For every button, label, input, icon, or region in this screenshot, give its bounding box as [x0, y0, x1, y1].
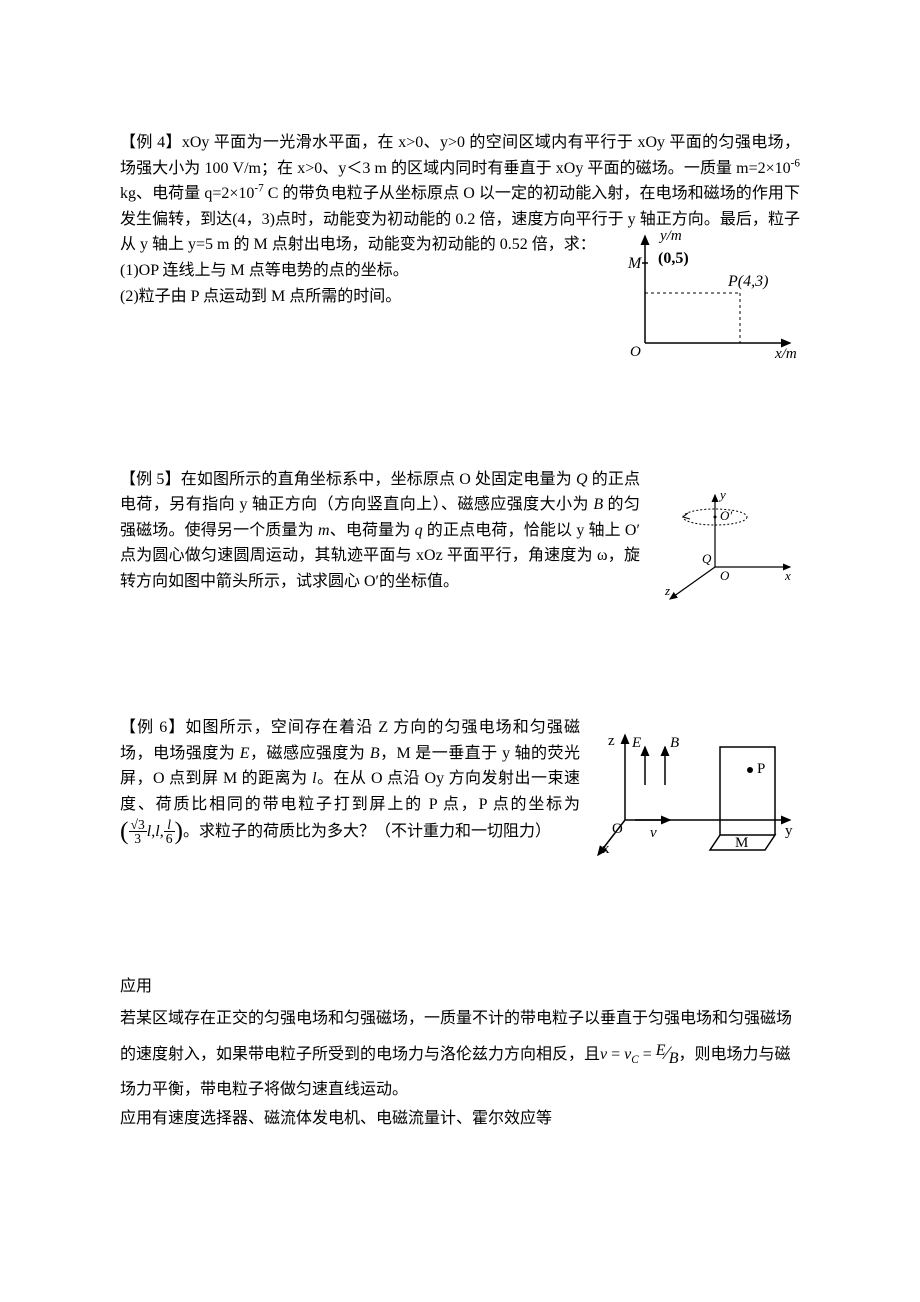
app-E: E — [656, 1042, 666, 1059]
application-line2: 应用有速度选择器、磁流体发电机、电磁流量计、霍尔效应等 — [120, 1106, 800, 1132]
p4-text-b: kg、电荷量 q=2×10 — [120, 185, 254, 202]
problem-4-figure: y/m x/m O M (0,5) P(4,3) — [620, 228, 800, 367]
p6-e: 。求粒子的荷质比为多大？（不计重力和一切阻力） — [183, 822, 551, 839]
svg-text:x/m: x/m — [774, 346, 797, 358]
svg-text:O: O — [612, 821, 623, 837]
p6-E: E — [240, 745, 250, 762]
application-body: 若某区域存在正交的匀强电场和匀强磁场，一质量不计的带电粒子以垂直于匀强电场和匀强… — [120, 1003, 800, 1105]
page: 【例 4】xOy 平面为一光滑水平面，在 x>0、y>0 的空间区域内有平行于 … — [0, 0, 920, 1191]
p6-cl2: l — [155, 819, 159, 845]
problem-5-label: 【例 5】 — [120, 471, 181, 488]
app-B: B — [669, 1050, 679, 1067]
app-equation: v = vC = E⁄B — [600, 1046, 679, 1063]
svg-text:y: y — [718, 487, 726, 502]
p6-coord: (√33l,l,l6) — [120, 818, 183, 846]
p6-c1d: 3 — [129, 832, 147, 846]
svg-text:v: v — [650, 825, 657, 841]
p4-sup-a: -6 — [791, 157, 800, 169]
problem-4-q2: (2)粒子由 P 点运动到 M 点所需的时间。 — [120, 284, 610, 310]
problem-4-questions: (1)OP 连线上与 M 点等电势的点的坐标。 (2)粒子由 P 点运动到 M … — [120, 258, 610, 309]
p5-d: 、电荷量为 — [330, 522, 415, 539]
app-eq2: = — [639, 1046, 656, 1063]
svg-text:O: O — [630, 344, 641, 358]
problem-4-q1: (1)OP 连线上与 M 点等电势的点的坐标。 — [120, 258, 610, 284]
problem-6-row: 【例 6】如图所示，空间存在着沿 Z 方向的匀强电场和匀强磁场，电场强度为 E，… — [120, 715, 800, 874]
p5-Q: Q — [576, 471, 588, 488]
svg-text:M: M — [735, 835, 748, 851]
svg-text:y/m: y/m — [658, 228, 682, 244]
svg-text:O′: O′ — [720, 508, 732, 523]
problem-5-row: 【例 5】在如图所示的直角坐标系中，坐标原点 O 处固定电量为 Q 的正点电荷，… — [120, 467, 800, 616]
svg-text:E: E — [631, 735, 641, 751]
svg-text:O: O — [720, 568, 730, 583]
svg-text:Q: Q — [702, 551, 712, 566]
p6-c1n: √3 — [129, 818, 147, 833]
svg-text:x: x — [602, 841, 610, 857]
p5-B: B — [593, 496, 603, 513]
p4-sup-b: -7 — [254, 183, 263, 195]
problem-4-label: 【例 4】 — [120, 134, 182, 151]
svg-text:P: P — [757, 761, 765, 777]
svg-text:(0,5): (0,5) — [658, 250, 689, 267]
svg-text:B: B — [670, 735, 679, 751]
p6-b: ，磁感应强度为 — [250, 745, 370, 762]
problem-6-label: 【例 6】 — [120, 719, 185, 736]
application-section: 应用 若某区域存在正交的匀强电场和匀强磁场，一质量不计的带电粒子以垂直于匀强电场… — [120, 974, 800, 1132]
svg-text:z: z — [664, 583, 670, 598]
app-vcsub: C — [631, 1055, 638, 1067]
p6-B: B — [370, 745, 380, 762]
svg-text:x: x — [784, 568, 791, 583]
problem-5-body: 【例 5】在如图所示的直角坐标系中，坐标原点 O 处固定电量为 Q 的正点电荷，… — [120, 467, 640, 595]
p5-m: m — [318, 522, 330, 539]
p5-q: q — [415, 522, 423, 539]
problem-5-figure: y x z O Q O′ — [650, 487, 800, 616]
problem-4: 【例 4】xOy 平面为一光滑水平面，在 x>0、y>0 的空间区域内有平行于 … — [120, 130, 800, 367]
p4-text-a: xOy 平面为一光滑水平面，在 x>0、y>0 的空间区域内有平行于 xOy 平… — [120, 134, 800, 177]
svg-text:z: z — [608, 733, 615, 749]
problem-6-figure: z y x O E B v M P — [590, 725, 800, 874]
problem-4-row: (1)OP 连线上与 M 点等电势的点的坐标。 (2)粒子由 P 点运动到 M … — [120, 258, 800, 367]
p6-c3d: 6 — [164, 832, 175, 846]
svg-text:M: M — [627, 255, 643, 272]
application-title: 应用 — [120, 974, 800, 1000]
problem-6-body: 【例 6】如图所示，空间存在着沿 Z 方向的匀强电场和匀强磁场，电场强度为 E，… — [120, 715, 580, 846]
problem-5: 【例 5】在如图所示的直角坐标系中，坐标原点 O 处固定电量为 Q 的正点电荷，… — [120, 467, 800, 616]
problem-6: 【例 6】如图所示，空间存在着沿 Z 方向的匀强电场和匀强磁场，电场强度为 E，… — [120, 715, 800, 874]
p6-c3n: l — [164, 818, 175, 833]
p6-cl1: l — [147, 819, 151, 845]
svg-text:P(4,3): P(4,3) — [727, 273, 768, 290]
p5-a: 在如图所示的直角坐标系中，坐标原点 O 处固定电量为 — [181, 471, 576, 488]
svg-text:y: y — [785, 823, 793, 839]
app-eq1: = — [607, 1046, 624, 1063]
